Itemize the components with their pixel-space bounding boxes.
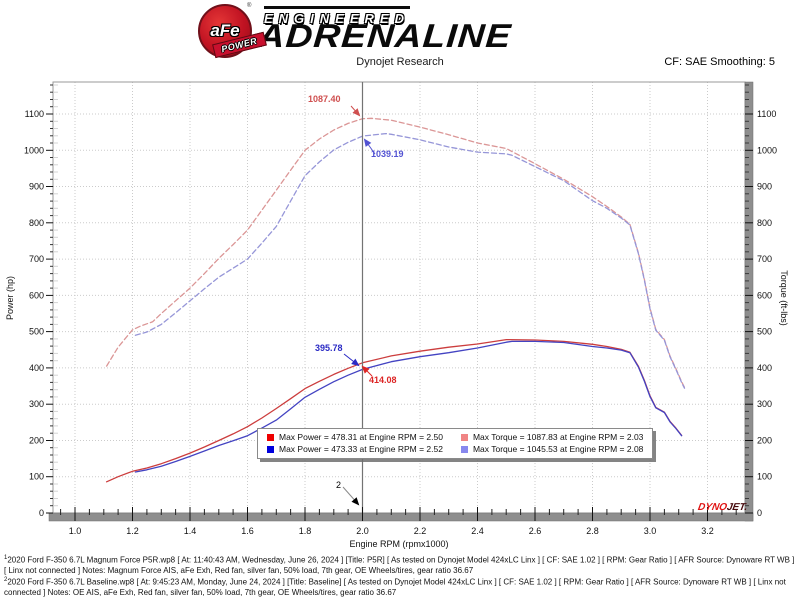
run-descriptions: 12020 Ford F-350 6.7L Magnum Force P5R.w… <box>4 555 796 600</box>
y-axis-label-left: 400 <box>29 363 44 373</box>
y-axis-label-right: 400 <box>757 363 772 373</box>
x-axis-label: 3.0 <box>644 526 657 536</box>
afe-logo-text: aFe <box>210 21 240 40</box>
adrenaline-wordmark: ADRENALINE <box>256 17 513 54</box>
legend-item-max-torque-run1: Max Torque = 1087.83 at Engine RPM = 2.0… <box>460 432 644 442</box>
run2-description: 22020 Ford F-350 6.7L Baseline.wp8 [ At:… <box>4 577 796 598</box>
x-axis-label: 2.2 <box>414 526 427 536</box>
y-axis-label-left: 1100 <box>25 109 44 119</box>
x-axis-label: 1.8 <box>299 526 312 536</box>
y-axis-label-left: 100 <box>29 472 44 482</box>
annotation-arrowhead <box>361 365 370 374</box>
legend-label: Max Torque = 1087.83 at Engine RPM = 2.0… <box>472 432 644 442</box>
run2-text: 2020 Ford F-350 6.7L Baseline.wp8 [ At: … <box>4 578 786 598</box>
y-axis-label-left: 200 <box>29 435 44 445</box>
y-axis-label-left: 1000 <box>24 145 44 155</box>
legend-item-max-power-run2: Max Power = 473.33 at Engine RPM = 2.52 <box>267 444 443 454</box>
y-axis-title-left: Power (hp) <box>5 276 15 320</box>
series-baseline-power <box>134 340 683 473</box>
dyno-chart: 0 0 100 100 200 200 300 300 400 400 500 500 600 600 70… <box>5 81 789 549</box>
registered-mark: ® <box>247 3 252 9</box>
run1-description: 12020 Ford F-350 6.7L Magnum Force P5R.w… <box>4 555 796 576</box>
smoothing-setting: CF: SAE Smoothing: 5 <box>664 56 775 68</box>
x-axis-label: 2.4 <box>471 526 484 536</box>
cursor-torque-value-run2: 1039.19 <box>371 149 404 159</box>
run1-text: 2020 Ford F-350 6.7L Magnum Force P5R.wp… <box>4 555 795 576</box>
y-axis-title-right: Torque (ft-lbs) <box>779 270 789 326</box>
legend-swatch-blue <box>267 445 274 453</box>
legend-swatch-red <box>267 433 274 441</box>
y-axis-label-right: 700 <box>757 254 772 264</box>
x-axis-label: 1.4 <box>184 526 197 536</box>
annotation-arrowhead <box>363 138 372 147</box>
legend-swatch-salmon <box>460 433 468 441</box>
y-axis-label-left: 0 <box>39 508 44 518</box>
y-axis-label-right: 500 <box>757 327 772 337</box>
dynojet-watermark: DYNOJET. <box>697 502 748 513</box>
x-axis-label: 2.8 <box>586 526 599 536</box>
legend-item-max-power-run1: Max Power = 478.31 at Engine RPM = 2.50 <box>267 432 443 442</box>
cursor-power-value-run1: 414.08 <box>369 375 397 385</box>
dynojet-watermark-jet: JET. <box>725 502 749 513</box>
dynojet-watermark-dyno: DYNO <box>697 502 728 513</box>
annotation-arrowhead <box>352 108 361 117</box>
series-baseline-torque <box>134 132 686 389</box>
y-axis-label-right: 800 <box>757 218 772 228</box>
y-axis-label-left: 300 <box>29 399 44 409</box>
legend-label: Max Power = 478.31 at Engine RPM = 2.50 <box>279 432 443 442</box>
x-axis-label: 3.2 <box>701 526 714 536</box>
x-axis-label: 2.0 <box>356 526 369 536</box>
x-axis-title: Engine RPM (rpmx1000) <box>349 539 448 549</box>
y-axis-label-right: 0 <box>757 508 762 518</box>
y-axis-label-right: 200 <box>757 435 772 445</box>
y-axis-label-left: 900 <box>29 182 44 192</box>
chart-subtitle: Dynojet Research <box>356 56 444 68</box>
annotation-arrowhead <box>351 358 360 367</box>
y-axis-label-right: 300 <box>757 399 772 409</box>
chart-legend: Max Power = 478.31 at Engine RPM = 2.50 … <box>257 428 654 459</box>
legend-label: Max Power = 473.33 at Engine RPM = 2.52 <box>279 444 443 454</box>
legend-swatch-periwinkle <box>460 445 468 453</box>
y-axis-label-left: 500 <box>29 327 44 337</box>
run1-marker: 1 <box>4 555 8 561</box>
y-axis-label-right: 100 <box>757 472 772 482</box>
x-axis-label: 1.0 <box>69 526 82 536</box>
cursor-power-value-run2: 395.78 <box>315 343 343 353</box>
cursor-torque-value-run1: 1087.40 <box>308 94 341 104</box>
x-axis-label: 2.6 <box>529 526 542 536</box>
legend-item-max-torque-run2: Max Torque = 1045.53 at Engine RPM = 2.0… <box>460 444 644 454</box>
engineered-wordmark: ENGINEERED <box>264 6 410 26</box>
annotation-arrowhead <box>351 497 360 506</box>
y-axis-label-left: 700 <box>29 254 44 264</box>
run2-marker: 2 <box>4 577 8 584</box>
y-axis-label-left: 800 <box>29 218 44 228</box>
y-axis-label-right: 1100 <box>757 109 776 119</box>
y-axis-label-left: 600 <box>29 290 44 300</box>
bottom-axis-bar <box>48 512 754 522</box>
cursor-rpm-label: 2 <box>336 480 342 490</box>
x-axis-label: 1.6 <box>241 526 254 536</box>
legend-label: Max Torque = 1045.53 at Engine RPM = 2.0… <box>472 444 644 454</box>
y-axis-label-right: 600 <box>757 290 772 300</box>
y-axis-label-right: 900 <box>757 182 772 192</box>
y-axis-label-right: 1000 <box>757 145 777 155</box>
x-axis-label: 1.2 <box>126 526 139 536</box>
